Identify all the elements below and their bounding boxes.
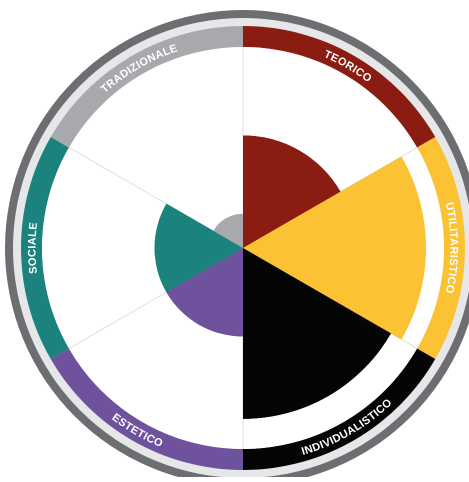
wedge-overlay-individualistico [243,248,391,419]
label-band-utilitaristico [417,137,466,359]
category-label-sociale: SOCIALE [26,222,40,275]
label-band-individualistico [243,348,436,470]
wedge-overlay-utilitaristico [243,156,426,340]
label-band-sociale [20,137,69,359]
label-band-tradizionale [50,26,243,148]
wedge-overlay-teorico [243,135,341,248]
label-band-estetico [50,348,243,470]
wedge-overlay-sociale [154,203,243,293]
label-band-teorico [243,25,436,148]
category-label-utilitaristico: UTILITARISTICO [443,201,460,294]
wedge-overlay-estetico [166,248,243,337]
wedge-overlay-tradizionale [213,213,243,248]
